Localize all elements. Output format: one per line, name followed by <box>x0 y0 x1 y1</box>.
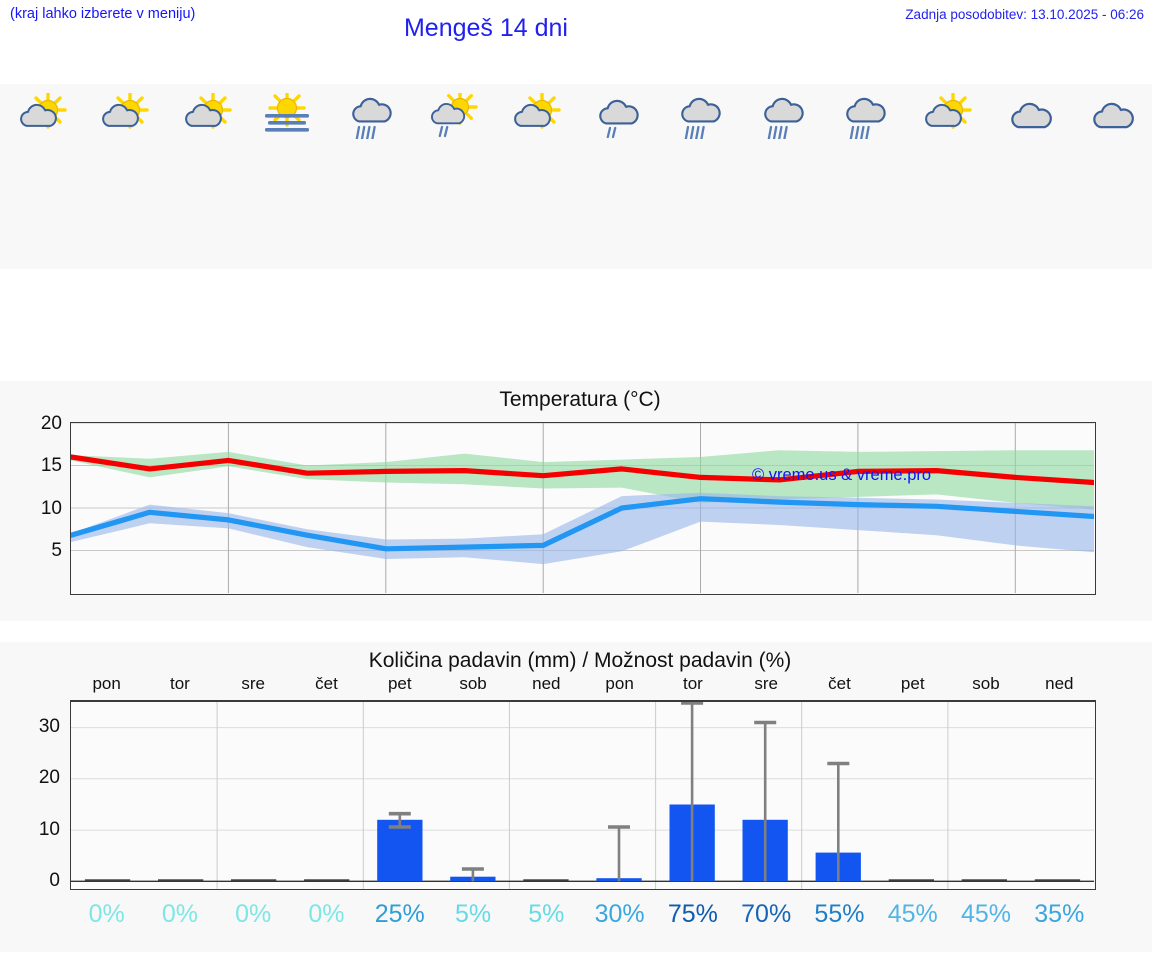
precipitation-probability-label: 45% <box>887 900 938 928</box>
sun-behind-cloud-icon <box>82 89 164 143</box>
precipitation-x-axis-labels: pon tor sre čet pet sob ned pon tor sre čet pet sob n… <box>70 674 1096 698</box>
day-column[interactable] <box>0 84 82 269</box>
temperature-chart-title: Temperatura (°C) <box>499 388 661 411</box>
sun-cloud-drizzle-icon <box>411 89 493 143</box>
day-column[interactable] <box>411 84 493 269</box>
day-column[interactable] <box>247 84 329 269</box>
x-tick-label: čet <box>828 674 851 693</box>
temperature-y-axis-labels: 5 10 15 20 <box>0 413 66 595</box>
header-bar: (kraj lahko izberete v meniju) Mengeš 14… <box>0 0 1152 58</box>
day-column[interactable] <box>741 84 823 269</box>
y-tick-label: 20 <box>40 412 62 434</box>
precipitation-probability-label: 0% <box>235 900 272 928</box>
x-tick-label: sre <box>241 674 266 693</box>
precipitation-probability-label: 0% <box>161 900 198 928</box>
precipitation-y-axis-labels: 0 10 20 30 <box>0 700 66 891</box>
x-tick-label: ned <box>1045 674 1074 693</box>
precipitation-probability-label: 35% <box>1034 900 1085 928</box>
x-tick-label: čet <box>315 674 338 693</box>
x-tick-label: sob <box>972 674 1000 693</box>
precipitation-chart-title: Količina padavin (mm) / Možnost padavin … <box>368 649 792 672</box>
cloud-icon <box>1070 89 1152 143</box>
x-tick-label: sob <box>459 674 487 693</box>
precipitation-probability-label: 75% <box>667 900 718 928</box>
precipitation-probability-label: 45% <box>960 900 1012 928</box>
last-updated-text: Zadnja posodobitev: 13.10.2025 - 06:26 <box>905 7 1144 22</box>
y-tick-label: 5 <box>51 540 62 561</box>
precipitation-probability-row: 0% 0% 0% 0% 25% 5% 5% 30% 75% 70% 55% 45% 45% 35% <box>70 900 1096 929</box>
precipitation-probability-label: 0% <box>88 900 125 928</box>
day-column[interactable] <box>494 84 576 269</box>
day-column[interactable] <box>1070 84 1152 269</box>
day-column[interactable] <box>658 84 740 269</box>
day-column[interactable] <box>987 84 1069 269</box>
y-tick-label: 10 <box>38 818 60 840</box>
precipitation-probability-label: 70% <box>741 900 792 928</box>
day-column[interactable] <box>905 84 987 269</box>
y-tick-label: 30 <box>38 716 60 738</box>
x-tick-label: tor <box>682 674 703 693</box>
sun-fog-icon <box>247 89 329 143</box>
cloud-rain-icon <box>658 89 740 143</box>
day-column[interactable] <box>82 84 164 269</box>
precipitation-chart-block: Količina padavin (mm) / Možnost padavin … <box>0 642 1152 952</box>
sun-behind-cloud-icon <box>494 89 576 143</box>
x-tick-label: sre <box>754 674 778 693</box>
y-tick-label: 20 <box>38 767 60 789</box>
sun-behind-cloud-icon <box>905 89 987 143</box>
y-tick-label: 0 <box>49 869 60 891</box>
menu-hint-text: (kraj lahko izberete v meniju) <box>10 6 196 22</box>
precipitation-probability-label: 55% <box>814 900 865 928</box>
sun-behind-cloud-icon <box>165 89 247 143</box>
precipitation-probability-label: 30% <box>594 900 645 928</box>
x-tick-label: pet <box>900 674 925 693</box>
day-column[interactable] <box>576 84 658 269</box>
precipitation-probability-label: 5% <box>454 900 492 928</box>
x-tick-label: ned <box>532 674 561 693</box>
y-tick-label: 15 <box>40 455 62 476</box>
precipitation-probability-label: 25% <box>374 900 425 928</box>
watermark-text: © vreme.us & vreme.pro <box>752 466 932 484</box>
precipitation-probability-label: 5% <box>528 900 565 928</box>
daily-forecast-strip <box>0 84 1152 269</box>
day-column[interactable] <box>329 84 411 269</box>
cloud-icon <box>987 89 1069 143</box>
precipitation-plot-area <box>70 700 1096 890</box>
x-tick-label: pon <box>605 674 634 693</box>
y-tick-label: 10 <box>40 497 62 519</box>
sun-behind-cloud-icon <box>0 89 82 143</box>
temperature-plot-area <box>70 422 1096 595</box>
cloud-rain-icon <box>741 89 823 143</box>
x-tick-label: pon <box>92 674 121 693</box>
x-tick-label: pet <box>387 674 412 693</box>
cloud-rain-icon <box>823 89 905 143</box>
temperature-chart-block: Temperatura (°C) 5 10 15 20 <box>0 381 1152 621</box>
day-column[interactable] <box>165 84 247 269</box>
page-title: Mengeš 14 dni <box>403 14 568 42</box>
day-column[interactable] <box>823 84 905 269</box>
cloud-rain-icon <box>329 89 411 143</box>
cloud-drizzle-icon <box>576 89 658 143</box>
precipitation-probability-label: 0% <box>308 900 345 928</box>
x-tick-label: tor <box>170 674 190 693</box>
